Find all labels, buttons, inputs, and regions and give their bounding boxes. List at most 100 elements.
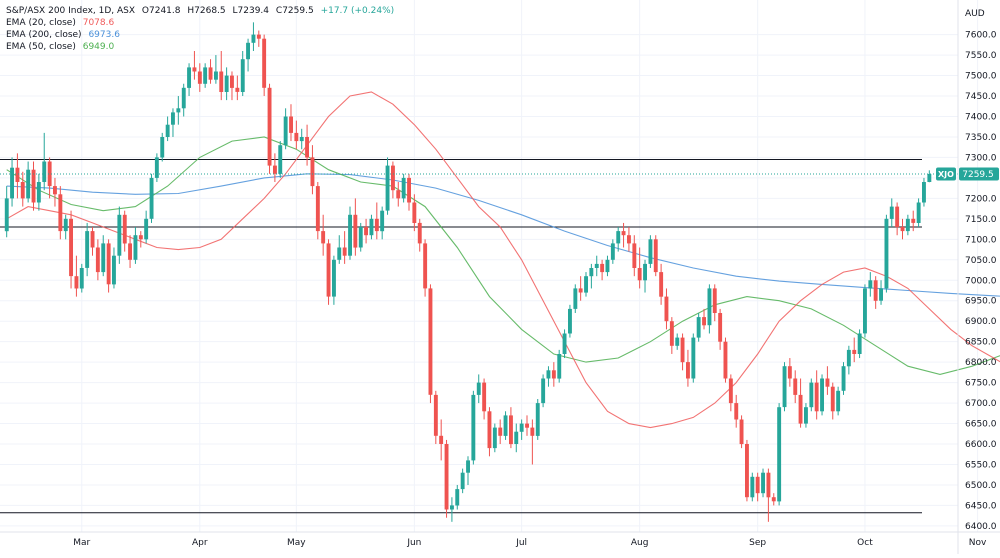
y-tick-label: 6700.0 xyxy=(965,399,997,409)
candle xyxy=(873,276,878,309)
indicator-value: 7078.6 xyxy=(82,18,115,28)
candle xyxy=(482,378,487,420)
candle-body xyxy=(101,243,106,273)
candle-body xyxy=(47,161,52,187)
candle xyxy=(578,276,583,301)
candle xyxy=(369,214,374,240)
candle-body xyxy=(643,263,647,281)
candle xyxy=(165,116,170,142)
ohlc-low: L7239.4 xyxy=(232,6,270,16)
candle xyxy=(117,206,122,264)
candle xyxy=(74,255,79,297)
candle-body xyxy=(830,386,835,412)
x-tick-label: Apr xyxy=(192,538,208,548)
candle xyxy=(342,231,347,264)
candle xyxy=(396,182,401,207)
candle-body xyxy=(289,116,293,133)
candle-body xyxy=(648,239,653,264)
candle xyxy=(863,284,867,338)
indicator-ema200[interactable]: EMA (200, close) 6973.6 xyxy=(6,29,394,41)
candle xyxy=(525,415,529,436)
candle xyxy=(90,227,95,256)
indicator-ema20[interactable]: EMA (20, close) 7078.6 xyxy=(6,17,394,29)
candle-body xyxy=(761,472,765,494)
candle-body xyxy=(305,137,309,158)
indicator-ema50[interactable]: EMA (50, close) 6949.0 xyxy=(6,41,394,53)
candle-body xyxy=(197,71,202,84)
candle-body xyxy=(734,403,739,420)
candle xyxy=(230,71,234,101)
x-tick-label: Jul xyxy=(515,538,527,548)
currency-label: AUD xyxy=(965,9,985,19)
candle-body xyxy=(385,165,390,211)
candle xyxy=(814,370,819,420)
y-tick-label: 7000.0 xyxy=(965,276,997,286)
candle-body xyxy=(728,378,733,404)
x-tick-label: Aug xyxy=(631,538,649,548)
candle xyxy=(771,493,776,506)
y-tick-label: 6500.0 xyxy=(965,481,997,491)
candle xyxy=(47,157,52,199)
candle-body xyxy=(10,167,14,199)
candle xyxy=(600,259,605,281)
candle-body xyxy=(106,243,111,285)
candle-body xyxy=(492,427,497,449)
candle xyxy=(530,419,535,465)
candle xyxy=(573,284,578,314)
candle xyxy=(879,280,883,305)
candle-body xyxy=(117,214,122,256)
candle xyxy=(627,227,631,252)
last-price-tag: XJO 7259.5 xyxy=(936,167,999,181)
candle-body xyxy=(466,460,470,473)
candle-body xyxy=(149,177,154,219)
candle-body xyxy=(471,394,476,461)
ohlc-high: H7268.5 xyxy=(187,6,226,16)
candle xyxy=(256,30,261,47)
candle-body xyxy=(138,235,143,240)
candle xyxy=(793,370,798,404)
candle xyxy=(391,161,395,199)
candle xyxy=(750,472,755,502)
candle-body xyxy=(407,177,411,203)
candle xyxy=(804,403,808,428)
indicator-label: EMA (20, close) xyxy=(6,18,76,28)
candle xyxy=(766,468,771,522)
candle-body xyxy=(487,411,492,449)
candle xyxy=(492,423,497,453)
candle xyxy=(42,132,47,191)
candle-body xyxy=(69,218,73,277)
candle-body xyxy=(460,472,465,490)
y-tick-label: 6800.0 xyxy=(965,358,997,368)
y-tick-label: 6400.0 xyxy=(965,522,997,532)
candle xyxy=(632,235,637,277)
candle-body xyxy=(53,186,57,195)
candle-body xyxy=(85,231,90,268)
candle xyxy=(584,272,588,297)
candle-body xyxy=(428,288,433,395)
candle xyxy=(460,468,465,494)
candle-body xyxy=(530,427,535,436)
y-tick-label: 7450.0 xyxy=(965,92,997,102)
candle xyxy=(889,198,894,228)
candle xyxy=(401,173,406,203)
candle xyxy=(95,239,100,281)
y-tick-label: 7300.0 xyxy=(965,153,997,163)
candle xyxy=(181,83,186,117)
candle xyxy=(63,214,68,240)
candle-body xyxy=(455,489,460,506)
y-tick-label: 7200.0 xyxy=(965,194,997,204)
candle-body xyxy=(723,341,728,379)
x-tick-label: Mar xyxy=(73,538,90,548)
candle xyxy=(857,329,862,359)
x-tick-label: May xyxy=(287,538,306,548)
candle-body xyxy=(154,157,159,178)
candle-body xyxy=(771,497,776,502)
candle xyxy=(15,153,20,199)
candle-body xyxy=(857,333,862,354)
candle-body xyxy=(669,321,674,346)
y-tick-label: 7400.0 xyxy=(965,113,997,123)
candle-body xyxy=(927,174,932,182)
candle xyxy=(235,75,240,101)
